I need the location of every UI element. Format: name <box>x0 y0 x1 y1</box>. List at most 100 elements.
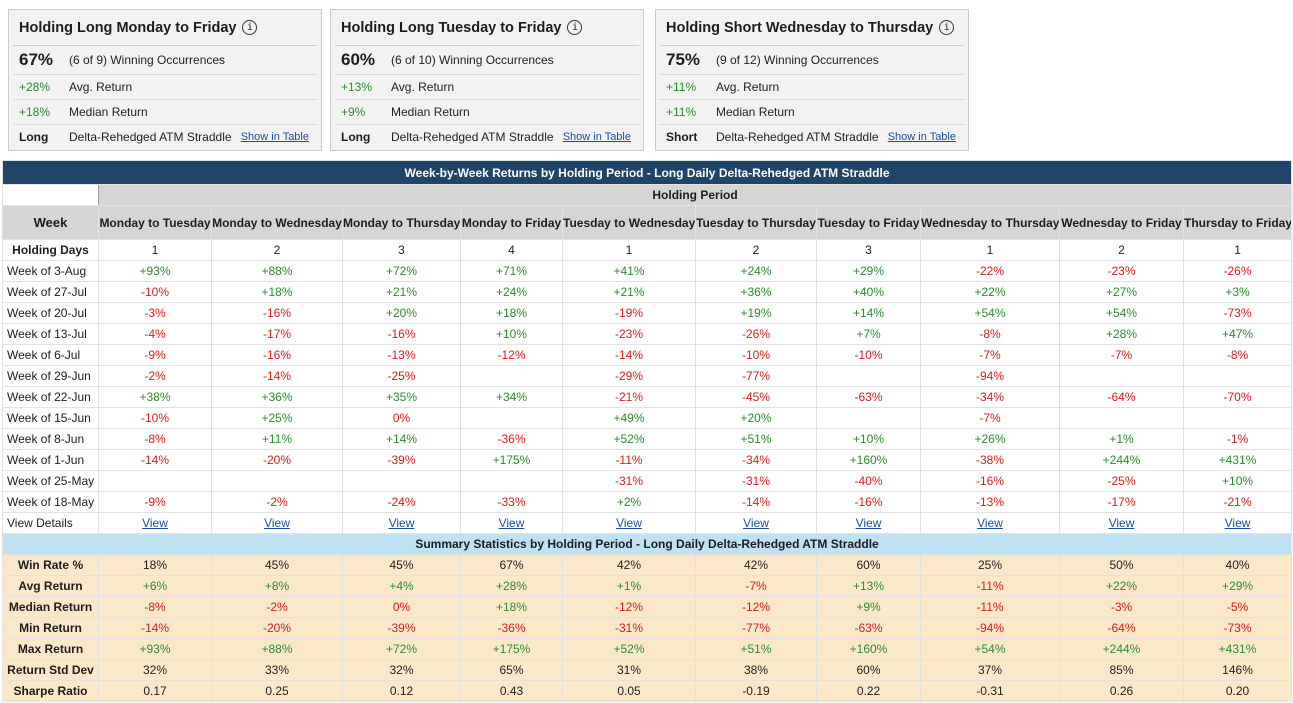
return-cell: +25% <box>211 407 343 429</box>
view-link[interactable]: View <box>616 516 642 530</box>
return-cell <box>1182 407 1293 429</box>
return-cell <box>460 365 563 387</box>
return-cell: -8% <box>1182 344 1293 366</box>
summary-cell: +28% <box>460 575 563 597</box>
show-in-table-link[interactable]: Show in Table <box>240 131 309 143</box>
summary-cell: 0.43 <box>460 680 563 702</box>
period-header: Wednesday to Friday <box>1059 205 1184 240</box>
strategy-label: Delta-Rehedged ATM Straddle <box>391 130 554 144</box>
period-header: Monday to Tuesday <box>98 205 212 240</box>
show-in-table-link[interactable]: Show in Table <box>887 131 956 143</box>
summary-cell: 67% <box>460 554 563 576</box>
view-link[interactable]: View <box>264 516 290 530</box>
summary-cell: 45% <box>342 554 461 576</box>
summary-cell: -94% <box>920 617 1060 639</box>
week-label: Week of 22-Jun <box>2 386 99 408</box>
return-cell: -24% <box>342 491 461 513</box>
return-cell: +35% <box>342 386 461 408</box>
return-cell: -23% <box>562 323 696 345</box>
return-cell: -25% <box>342 365 461 387</box>
return-cell: -17% <box>1059 491 1184 513</box>
return-cell: +36% <box>211 386 343 408</box>
return-cell: +36% <box>695 281 817 303</box>
info-icon[interactable]: i <box>567 20 583 35</box>
show-in-table-link[interactable]: Show in Table <box>562 131 631 143</box>
return-cell: +10% <box>460 323 563 345</box>
return-cell: +71% <box>460 260 563 282</box>
view-link[interactable]: View <box>855 516 882 530</box>
return-cell: -9% <box>98 491 212 513</box>
return-cell: +21% <box>342 281 461 303</box>
summary-cell: +22% <box>1059 575 1184 597</box>
table-row: Week of 20-Jul -3% -16% +20% +18% -19% +19% +14… <box>2 302 1293 324</box>
holding-days-cell: 4 <box>460 239 563 261</box>
return-cell <box>1182 365 1293 387</box>
summary-label: Sharpe Ratio <box>2 680 99 702</box>
return-cell: +47% <box>1182 323 1293 345</box>
holding-period-header: Holding Period <box>97 184 1293 206</box>
return-cell: -4% <box>98 323 212 345</box>
median-return-value: +18% <box>19 105 51 119</box>
avg-return-label: Avg. Return <box>391 80 455 94</box>
summary-cell: 42% <box>695 554 817 576</box>
return-cell: -10% <box>695 344 817 366</box>
return-cell: +14% <box>342 428 461 450</box>
view-link[interactable]: View <box>1224 516 1251 530</box>
summary-cell: -0.19 <box>695 680 817 702</box>
strategy-card-2: Holding Short Wednesday to Thursday i 75… <box>655 9 969 151</box>
week-label: Week of 25-May <box>2 470 99 492</box>
table-row: Week of 8-Jun -8% +11% +14% -36% +52% +51% +10%… <box>2 428 1293 450</box>
summary-cell: 65% <box>460 659 563 681</box>
return-cell: -10% <box>816 344 921 366</box>
period-header: Thursday to Friday <box>1182 205 1293 240</box>
view-cell: View <box>98 512 212 534</box>
summary-cell: 25% <box>920 554 1060 576</box>
return-cell: -36% <box>460 428 563 450</box>
summary-row: Max Return +93% +88% +72% +175% +52% +51% +160%… <box>2 638 1293 660</box>
summary-cell: 146% <box>1182 659 1293 681</box>
summary-cell: 0.12 <box>342 680 461 702</box>
summary-cell: +160% <box>816 638 921 660</box>
summary-cell: 32% <box>98 659 212 681</box>
view-link[interactable]: View <box>743 516 769 530</box>
strategy-card-1: Holding Long Tuesday to Friday i 60% (6 … <box>330 9 644 151</box>
summary-cell: 45% <box>211 554 343 576</box>
return-cell: +14% <box>816 302 921 324</box>
summary-cell: +88% <box>211 638 343 660</box>
return-cell: -70% <box>1182 386 1293 408</box>
summary-cell: -3% <box>1059 596 1184 618</box>
return-cell: -22% <box>920 260 1060 282</box>
strategy-cards: Holding Long Monday to Friday i 67% (6 o… <box>8 9 978 151</box>
return-cell: +24% <box>460 281 563 303</box>
view-cell: View <box>1059 512 1184 534</box>
view-link[interactable]: View <box>977 516 1003 530</box>
view-cell: View <box>562 512 696 534</box>
info-icon[interactable]: i <box>939 20 955 35</box>
return-cell: +34% <box>460 386 563 408</box>
return-cell: +51% <box>695 428 817 450</box>
week-label: Week of 20-Jul <box>2 302 99 324</box>
summary-cell: -0.31 <box>920 680 1060 702</box>
view-link[interactable]: View <box>1108 516 1135 530</box>
summary-row: Sharpe Ratio 0.17 0.25 0.12 0.43 0.05 -0.19 0.2… <box>2 680 1293 702</box>
summary-cell: -73% <box>1182 617 1293 639</box>
view-link[interactable]: View <box>142 516 168 530</box>
return-cell: +244% <box>1059 449 1184 471</box>
holding-days-label: Holding Days <box>2 239 99 261</box>
summary-cell: +29% <box>1182 575 1293 597</box>
card-title-text: Holding Short Wednesday to Thursday <box>666 19 934 36</box>
view-link[interactable]: View <box>388 516 415 530</box>
info-icon[interactable]: i <box>242 20 258 35</box>
summary-cell: -11% <box>920 596 1060 618</box>
return-cell: -23% <box>1059 260 1184 282</box>
return-cell: +175% <box>460 449 563 471</box>
period-header: Tuesday to Thursday <box>695 205 817 240</box>
view-link[interactable]: View <box>498 516 525 530</box>
win-rate: 60% <box>341 50 376 69</box>
summary-cell: -77% <box>695 617 817 639</box>
table-title: Week-by-Week Returns by Holding Period -… <box>1 160 1293 185</box>
return-cell: -34% <box>920 386 1060 408</box>
strategy-card-0: Holding Long Monday to Friday i 67% (6 o… <box>8 9 322 151</box>
summary-cell: -31% <box>562 617 696 639</box>
return-cell: -9% <box>98 344 212 366</box>
